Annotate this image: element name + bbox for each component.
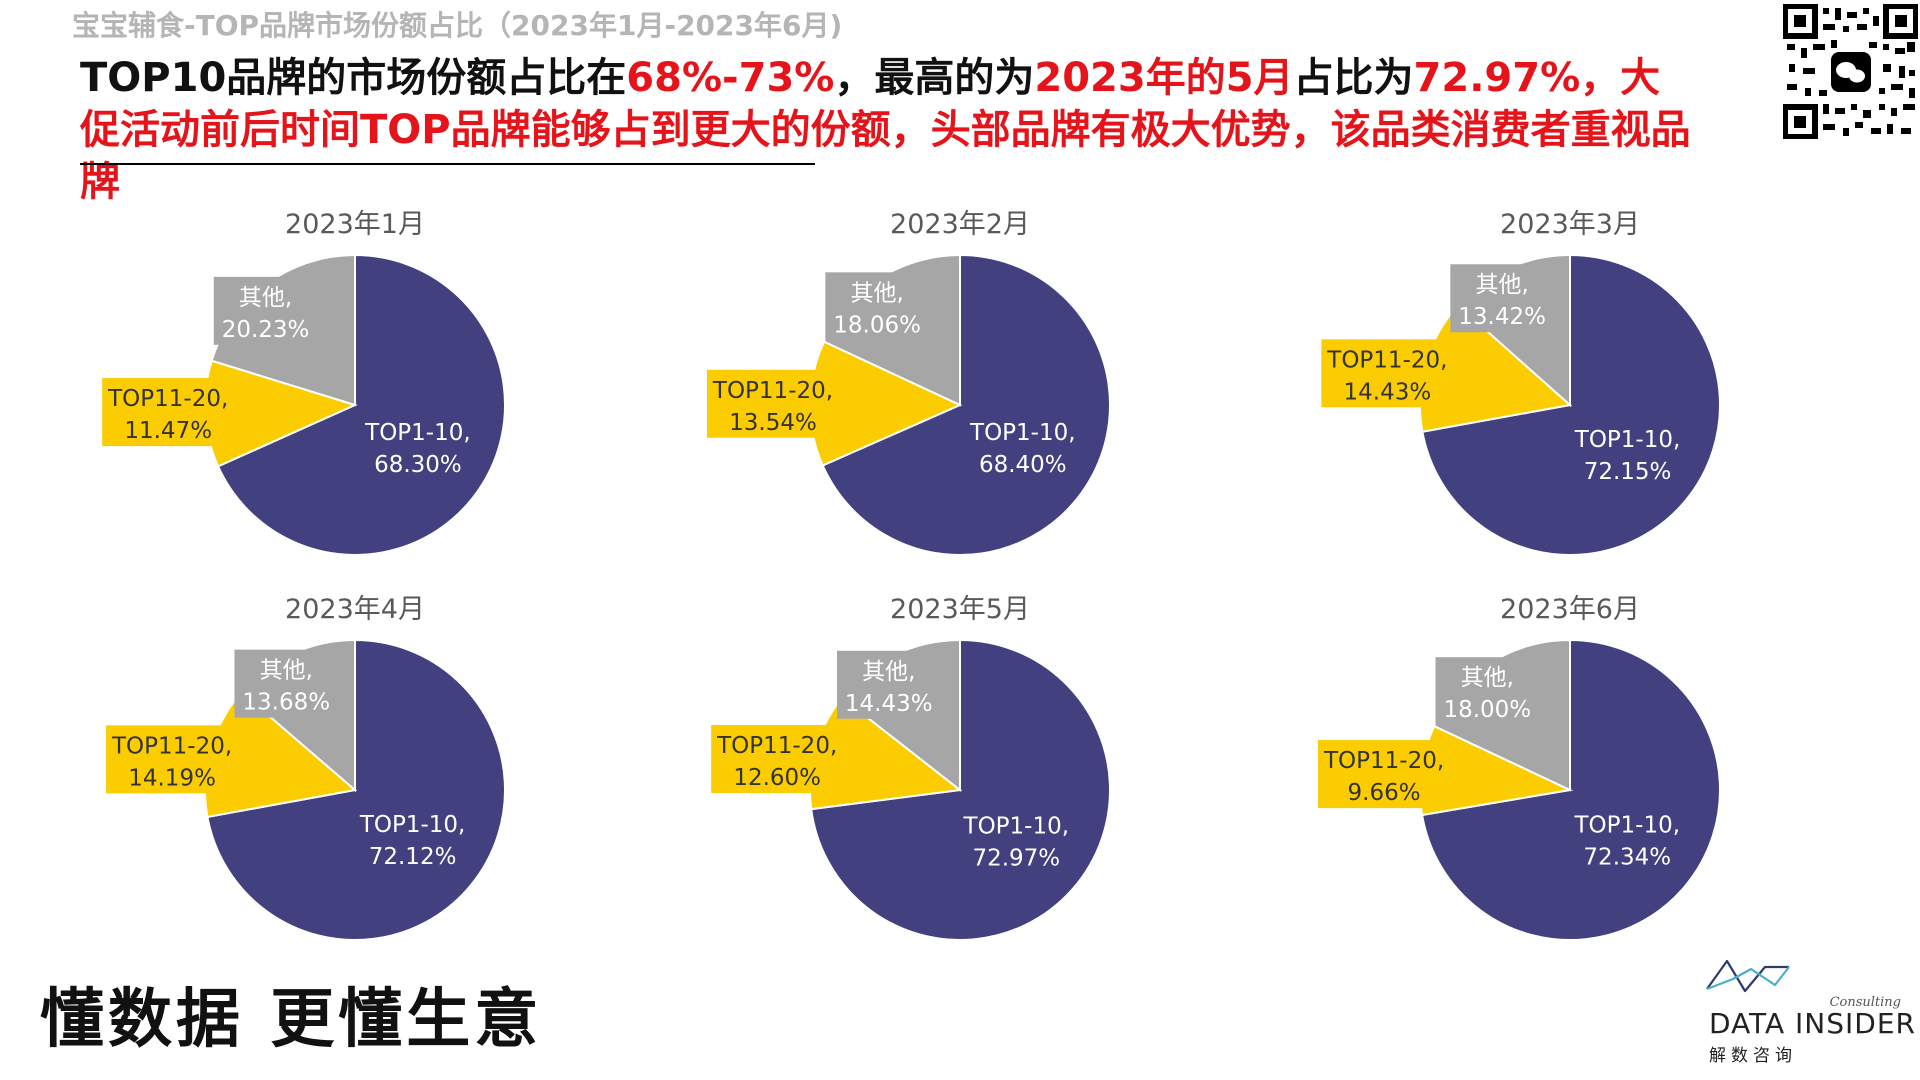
pie-label-value: 13.68% <box>242 690 330 716</box>
pie-label-name: 其他, <box>260 658 313 684</box>
pie-title: 2023年1月 <box>285 209 425 240</box>
pie-chart-5: 2023年5月 TOP1-10, 72.97% TOP11-20, 12.60% 其他, 1… <box>711 594 1110 940</box>
pie-label-name: TOP1-10, <box>963 814 1070 840</box>
pie-label-name: TOP11-20, <box>107 386 228 412</box>
pie-label-value: 13.42% <box>1458 304 1546 330</box>
pie-label-value: 72.34% <box>1583 844 1671 870</box>
pie-label-name: 其他, <box>862 659 915 685</box>
pie-label-value: 72.15% <box>1584 459 1672 485</box>
pie-label-name: 其他, <box>1475 272 1528 298</box>
data-insider-logo: Consulting DATA INSIDER 解数咨询 <box>1705 955 1915 1065</box>
pie-label-name: TOP11-20, <box>111 733 232 759</box>
pie-label-value: 68.40% <box>979 452 1067 478</box>
pie-label-value: 20.23% <box>222 317 310 343</box>
pie-label-name: TOP11-20, <box>716 733 837 759</box>
pie-label-name: TOP1-10, <box>969 420 1076 446</box>
pie-label-value: 18.00% <box>1443 697 1531 723</box>
pie-chart-4: 2023年4月 TOP1-10, 72.12% TOP11-20, 14.19% 其他, 1… <box>106 594 505 940</box>
pie-title: 2023年4月 <box>285 594 425 625</box>
slogan: 懂数据 更懂生意 <box>40 968 542 1060</box>
pie-label-value: 68.30% <box>374 452 462 478</box>
logo-mark-icon <box>1705 955 1795 999</box>
pie-label-name: TOP1-10, <box>1574 812 1681 838</box>
pie-label-value: 18.06% <box>833 312 921 338</box>
pie-chart-2: 2023年2月 TOP1-10, 68.40% TOP11-20, 13.54% 其他, 1… <box>707 209 1110 555</box>
pie-label-name: 其他, <box>1461 665 1514 691</box>
pie-title: 2023年5月 <box>890 594 1030 625</box>
logo-chinese-name: 解数咨询 <box>1709 1041 1797 1066</box>
pie-label-value: 14.19% <box>128 765 216 791</box>
logo-name: DATA INSIDER <box>1709 1007 1916 1040</box>
pie-chart-1: 2023年1月 TOP1-10, 68.30% TOP11-20, 11.47% 其他, 2… <box>102 209 505 555</box>
pie-label-name: TOP11-20, <box>712 378 833 404</box>
pie-label-value: 13.54% <box>729 410 817 436</box>
pie-label-value: 11.47% <box>124 418 212 444</box>
pie-label-value: 9.66% <box>1348 780 1421 806</box>
pie-label-value: 72.97% <box>972 846 1060 872</box>
pie-label-name: 其他, <box>239 285 292 311</box>
pie-title: 2023年3月 <box>1500 209 1640 240</box>
pie-title: 2023年6月 <box>1500 594 1640 625</box>
pie-label-name: 其他, <box>850 280 903 306</box>
pie-title: 2023年2月 <box>890 209 1030 240</box>
pie-label-name: TOP1-10, <box>1574 427 1681 453</box>
pie-label-value: 14.43% <box>1344 379 1432 405</box>
pie-label-name: TOP1-10, <box>359 812 466 838</box>
pie-label-value: 72.12% <box>369 844 457 870</box>
pie-label-name: TOP1-10, <box>364 420 471 446</box>
pie-label-value: 12.60% <box>733 765 821 791</box>
pie-chart-6: 2023年6月 TOP1-10, 72.34% TOP11-20, 9.66% 其他, 18… <box>1318 594 1720 940</box>
pie-chart-3: 2023年3月 TOP1-10, 72.15% TOP11-20, 14.43% 其他, 1… <box>1321 209 1720 555</box>
pie-label-name: TOP11-20, <box>1326 347 1447 373</box>
pie-label-name: TOP11-20, <box>1323 748 1444 774</box>
pie-label-value: 14.43% <box>845 691 933 717</box>
